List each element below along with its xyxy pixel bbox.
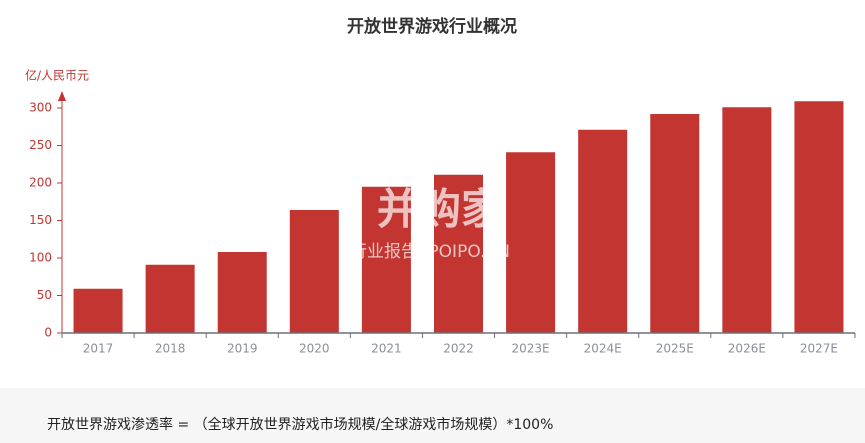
y-tick-label: 100 bbox=[29, 251, 52, 265]
watermark: 行业报告 IPOIPO.CN bbox=[350, 242, 510, 262]
x-tick-label: 2027E bbox=[800, 342, 838, 356]
bar bbox=[650, 114, 700, 333]
y-tick-label: 200 bbox=[29, 176, 52, 190]
x-tick-label: 2024E bbox=[584, 342, 622, 356]
y-tick-label: 300 bbox=[29, 101, 52, 115]
bar bbox=[73, 288, 123, 333]
watermark: 并购家 bbox=[377, 185, 503, 234]
y-tick-label: 50 bbox=[37, 288, 52, 302]
x-tick-label: 2021 bbox=[371, 342, 402, 356]
bar bbox=[217, 252, 267, 333]
x-tick-label: 2025E bbox=[656, 342, 694, 356]
bar bbox=[289, 210, 339, 333]
chart-title: 开放世界游戏行业概况 bbox=[347, 16, 517, 37]
x-tick-label: 2022 bbox=[443, 342, 474, 356]
bar bbox=[794, 101, 844, 333]
y-tick-label: 150 bbox=[29, 213, 52, 227]
x-tick-label: 2026E bbox=[728, 342, 766, 356]
bar bbox=[722, 107, 772, 333]
y-axis-arrow bbox=[58, 91, 66, 101]
y-tick-label: 0 bbox=[44, 326, 52, 340]
y-axis-label: 亿/人民币元 bbox=[25, 68, 89, 83]
bar bbox=[433, 174, 484, 333]
x-tick-label: 2020 bbox=[299, 342, 330, 356]
footnote-panel bbox=[0, 388, 865, 443]
y-tick-label: 250 bbox=[29, 138, 52, 152]
x-tick-label: 2017 bbox=[83, 342, 114, 356]
bar bbox=[578, 129, 628, 333]
bar bbox=[361, 186, 411, 333]
footnote: 开放世界游戏渗透率 = （全球开放世界游戏市场规模/全球游戏市场规模）*100% bbox=[47, 416, 553, 433]
x-tick-label: 2019 bbox=[227, 342, 258, 356]
x-tick-label: 2023E bbox=[512, 342, 550, 356]
x-tick-label: 2018 bbox=[155, 342, 186, 356]
bar bbox=[145, 264, 195, 333]
bar bbox=[506, 152, 556, 333]
